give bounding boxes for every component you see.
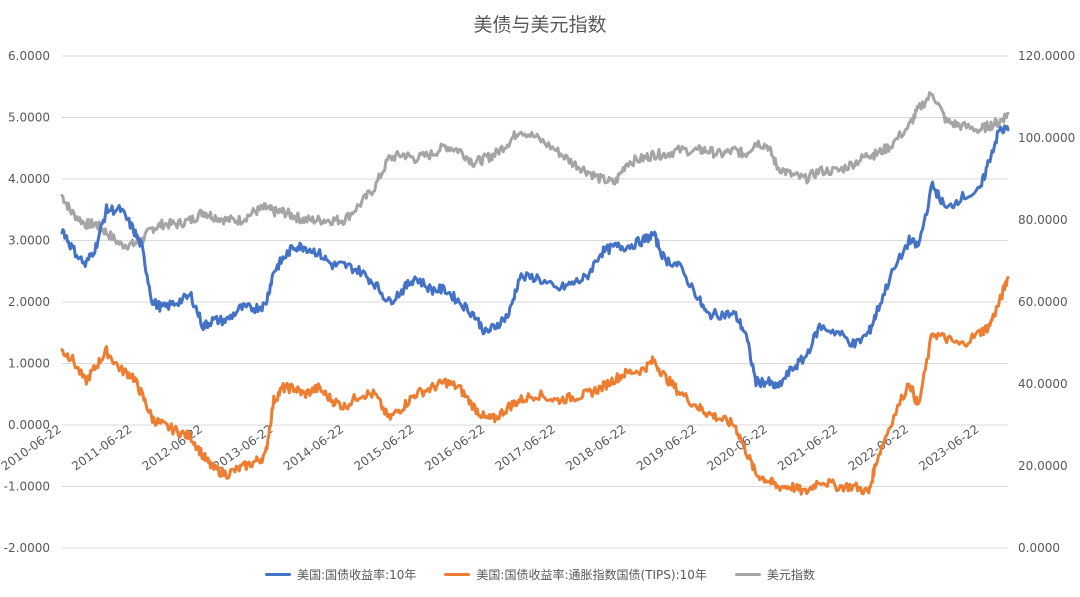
left-tick-label-1: -1.0000 bbox=[4, 480, 50, 494]
left-tick-label-2: 0.0000 bbox=[8, 418, 50, 432]
left-tick-label-4: 2.0000 bbox=[8, 295, 50, 309]
x-tick-label-1: 2011-06-22 bbox=[69, 422, 134, 473]
series-line-0 bbox=[60, 124, 1010, 390]
series-line-1 bbox=[60, 275, 1010, 496]
legend-label-dxy: 美元指数 bbox=[766, 568, 815, 582]
x-tick-label-13: 2023-06-22 bbox=[916, 422, 981, 473]
left-tick-label-7: 5.0000 bbox=[8, 111, 50, 125]
x-tick-label-7: 2017-06-22 bbox=[493, 422, 558, 473]
x-tick-label-4: 2014-06-22 bbox=[281, 422, 346, 473]
legend-swatch-dxy bbox=[734, 573, 761, 576]
x-tick-label-6: 2016-06-22 bbox=[422, 422, 487, 473]
legend-item-dxy: 美元指数 bbox=[734, 566, 815, 583]
right-tick-label-3: 60.0000 bbox=[1018, 295, 1068, 309]
right-tick-label-6: 120.0000 bbox=[1018, 49, 1075, 63]
left-tick-label-0: -2.0000 bbox=[4, 541, 50, 555]
legend-item-tips10y: 美国:国债收益率:通胀指数国债(TIPS):10年 bbox=[444, 566, 707, 583]
x-tick-label-12: 2022-06-22 bbox=[846, 422, 911, 473]
legend-swatch-us10y bbox=[265, 573, 292, 576]
left-tick-label-8: 6.0000 bbox=[8, 49, 50, 63]
legend-label-tips10y: 美国:国债收益率:通胀指数国债(TIPS):10年 bbox=[476, 568, 707, 582]
x-tick-label-9: 2019-06-22 bbox=[634, 422, 699, 473]
chart-legend: 美国:国债收益率:10年 美国:国债收益率:通胀指数国债(TIPS):10年 美… bbox=[0, 566, 1080, 583]
right-tick-label-2: 40.0000 bbox=[1018, 377, 1068, 391]
series-line-2 bbox=[60, 91, 1010, 251]
left-tick-label-3: 1.0000 bbox=[8, 357, 50, 371]
left-tick-label-6: 4.0000 bbox=[8, 172, 50, 186]
legend-item-us10y: 美国:国债收益率:10年 bbox=[265, 566, 416, 583]
left-tick-label-5: 3.0000 bbox=[8, 234, 50, 248]
x-tick-label-5: 2015-06-22 bbox=[352, 422, 417, 473]
right-tick-label-5: 100.0000 bbox=[1018, 131, 1075, 145]
chart-title: 美债与美元指数 bbox=[473, 14, 607, 36]
x-tick-label-11: 2021-06-22 bbox=[775, 422, 840, 473]
right-tick-label-0: 0.0000 bbox=[1018, 541, 1060, 555]
legend-label-us10y: 美国:国债收益率:10年 bbox=[297, 568, 417, 582]
legend-swatch-tips10y bbox=[444, 573, 471, 576]
right-tick-label-4: 80.0000 bbox=[1018, 213, 1068, 227]
x-tick-label-8: 2018-06-22 bbox=[563, 422, 628, 473]
right-tick-label-1: 20.0000 bbox=[1018, 459, 1068, 473]
